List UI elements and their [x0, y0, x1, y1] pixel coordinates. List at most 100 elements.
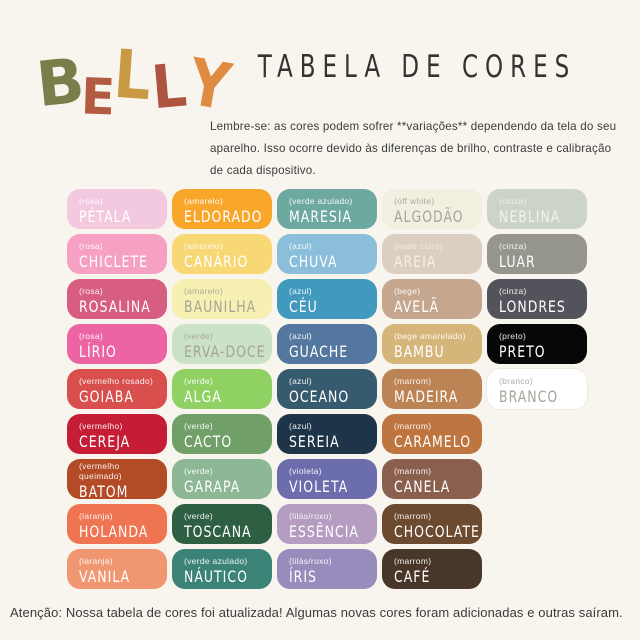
swatch-alga: (verde) ALGA — [172, 369, 272, 409]
swatch-name: ESSÊNCIA — [289, 521, 359, 541]
intro-text: Lembre-se: as cores podem sofrer **varia… — [210, 120, 617, 177]
palette-row: (rosa) LÍRIO (verde) ERVA-DOCE (azul) GUACHE(… — [67, 324, 587, 364]
swatch-branco: (branco) BRANCO — [487, 369, 587, 409]
swatch-name: CACTO — [184, 431, 233, 451]
swatch-category: (cinza) — [499, 195, 527, 206]
swatch-category: (branco) — [499, 375, 534, 386]
swatch-category: (off white) — [394, 195, 435, 206]
swatch-name: OCEANO — [289, 386, 350, 406]
swatch-violeta: (violeta) VIOLETA — [277, 459, 377, 499]
swatch-céu: (azul) CÉU — [277, 279, 377, 319]
swatch-name: ALGA — [184, 386, 222, 406]
palette-row: (rosa) PÉTALA (amarelo) ELDORADO (verde azul… — [67, 189, 587, 229]
swatch-category: (preto) — [499, 330, 527, 341]
swatch-luar: (cinza) LUAR — [487, 234, 587, 274]
swatch-name: HOLANDA — [79, 521, 149, 541]
swatch-café: (marrom) CAFÉ — [382, 549, 482, 589]
swatch-category: (laranja) — [79, 510, 113, 521]
palette-row: (rosa) ROSALINA (amarelo) BAUNILHA (azul) CÉU… — [67, 279, 587, 319]
swatch-category: (verde) — [184, 330, 214, 341]
swatch-category: (amarelo) — [184, 195, 224, 206]
palette-row: (vermelho rosado) GOIABA (verde) ALGA (azul)… — [67, 369, 587, 409]
swatch-name: ERVA-DOCE — [184, 341, 266, 361]
swatch-category: (rosa) — [79, 285, 103, 296]
swatch-garapa: (verde) GARAPA — [172, 459, 272, 499]
swatch-category: (laranja) — [79, 555, 113, 566]
swatch-category: (amarelo) — [184, 285, 224, 296]
swatch-name: BATOM — [79, 481, 129, 499]
swatch-name: LUAR — [499, 251, 536, 271]
swatch-category: (rosa) — [79, 195, 103, 206]
swatch-name: NÁUTICO — [184, 566, 248, 586]
logo-letter: E — [80, 67, 117, 127]
swatch-name: LÍRIO — [79, 341, 117, 361]
palette-row: (laranja) VANILA (verde azulado) NÁUTICO (li… — [67, 549, 587, 589]
swatch-chocolate: (marrom) CHOCOLATE — [382, 504, 482, 544]
swatch-category: (marrom) — [394, 465, 432, 476]
swatch-category: (cinza) — [499, 240, 527, 251]
swatch-name: CANELA — [394, 476, 451, 496]
swatch-category: (azul) — [289, 240, 313, 251]
swatch-algodão: (off white) ALGODÃO — [382, 189, 482, 229]
swatch-name: BAUNILHA — [184, 296, 257, 316]
heading-block: TABELA DE CORES Lembre-se: as cores pode… — [210, 50, 624, 182]
footer-note: Atenção: Nossa tabela de cores foi atual… — [10, 605, 623, 620]
swatch-name: LONDRES — [499, 296, 566, 316]
color-table: (rosa) PÉTALA (amarelo) ELDORADO (verde azul… — [67, 189, 587, 589]
swatch-name: CAFÉ — [394, 566, 431, 586]
swatch-name: VIOLETA — [289, 476, 349, 496]
swatch-name: AREIA — [394, 251, 437, 271]
swatch-avelã: (bege) AVELÃ — [382, 279, 482, 319]
swatch-category: (violeta) — [289, 465, 322, 476]
palette-row: (laranja) HOLANDA (verde) TOSCANA (lilás/rox… — [67, 504, 587, 544]
swatch-canário: (amarelo) CANÁRIO — [172, 234, 272, 274]
swatch-batom: (vermelho queimado) BATOM — [67, 459, 167, 499]
swatch-name: GUACHE — [289, 341, 349, 361]
swatch-vanila: (laranja) VANILA — [67, 549, 167, 589]
swatch-name: AVELÃ — [394, 296, 440, 316]
swatch-name: PRETO — [499, 341, 546, 361]
swatch-maresia: (verde azulado) MARESIA — [277, 189, 377, 229]
page-title: TABELA DE CORES — [257, 50, 577, 86]
swatch-name: GOIABA — [79, 386, 134, 406]
swatch-category: (verde) — [184, 465, 214, 476]
swatch-category: (verde azulado) — [289, 195, 353, 206]
swatch-name: GARAPA — [184, 476, 241, 496]
swatch-category: (vermelho queimado) — [79, 460, 122, 481]
swatch-category: (azul) — [289, 330, 313, 341]
swatch-category: (amarelo) — [184, 240, 224, 251]
swatch-name: MARESIA — [289, 206, 353, 226]
swatch-category: (verde) — [184, 375, 214, 386]
logo-letter: B — [33, 43, 88, 122]
swatch-neblina: (cinza) NEBLINA — [487, 189, 587, 229]
swatch-category: (bege) — [394, 285, 421, 296]
palette-row: (rosa) CHICLETE (amarelo) CANÁRIO (azul) CHUV… — [67, 234, 587, 274]
swatch-chuva: (azul) CHUVA — [277, 234, 377, 274]
swatch-category: (marrom) — [394, 555, 432, 566]
swatch-name: ROSALINA — [79, 296, 151, 316]
palette-row: (vermelho) CEREJA (verde) CACTO (azul) SEREIA… — [67, 414, 587, 454]
swatch-sereia: (azul) SEREIA — [277, 414, 377, 454]
swatch-name: CEREJA — [79, 431, 131, 451]
swatch-category: (nude claro) — [394, 240, 443, 251]
swatch-goiaba: (vermelho rosado) GOIABA — [67, 369, 167, 409]
swatch-baunilha: (amarelo) BAUNILHA — [172, 279, 272, 319]
swatch-cereja: (vermelho) CEREJA — [67, 414, 167, 454]
swatch-name: TOSCANA — [184, 521, 252, 541]
swatch-cacto: (verde) CACTO — [172, 414, 272, 454]
swatch-bambu: (bege amarelado) BAMBU — [382, 324, 482, 364]
swatch-essência: (lilás/roxo) ESSÊNCIA — [277, 504, 377, 544]
swatch-category: (verde azulado) — [184, 555, 248, 566]
swatch-name: CÉU — [289, 296, 318, 316]
swatch-name: CANÁRIO — [184, 251, 249, 271]
swatch-category: (verde) — [184, 510, 214, 521]
swatch-category: (vermelho rosado) — [79, 375, 154, 386]
swatch-name: CHOCOLATE — [394, 521, 480, 541]
swatch-name: ALGODÃO — [394, 206, 464, 226]
swatch-category: (vermelho) — [79, 420, 123, 431]
swatch-category: (marrom) — [394, 420, 432, 431]
swatch-name: CHUVA — [289, 251, 338, 271]
swatch-name: CHICLETE — [79, 251, 148, 271]
swatch-name: CARAMELO — [394, 431, 472, 451]
swatch-name: BAMBU — [394, 341, 445, 361]
